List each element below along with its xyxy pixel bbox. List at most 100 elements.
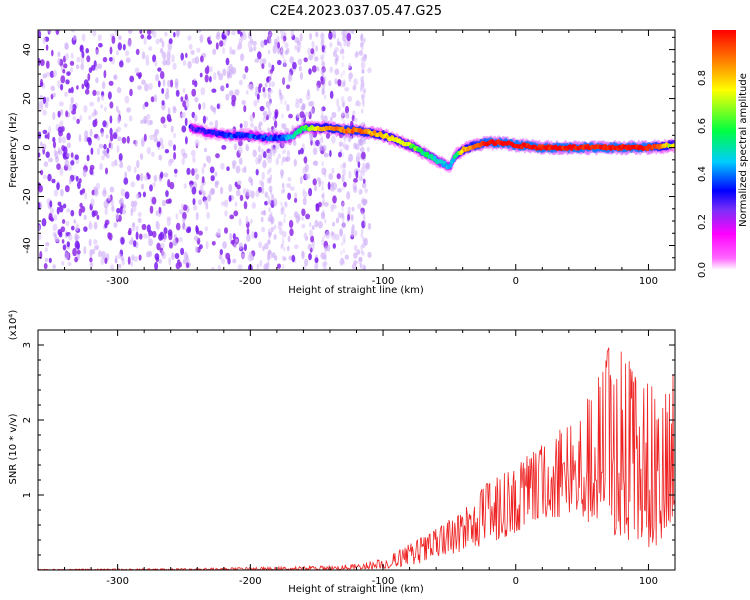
noise-blob	[138, 254, 142, 261]
noise-blob	[363, 88, 367, 94]
noise-blob	[68, 233, 73, 241]
noise-blob	[267, 200, 270, 205]
noise-blob	[342, 221, 345, 227]
noise-blob	[267, 250, 271, 256]
noise-blob	[75, 235, 79, 241]
noise-blob	[321, 240, 324, 246]
noise-blob	[120, 237, 125, 245]
noise-blob	[321, 33, 324, 39]
noise-blob	[144, 174, 148, 181]
noise-blob	[260, 40, 265, 48]
noise-blob	[367, 251, 372, 258]
noise-blob	[268, 77, 272, 83]
noise-blob	[142, 191, 146, 198]
noise-blob	[81, 33, 86, 42]
noise-blob	[342, 32, 346, 38]
noise-blob	[222, 47, 225, 54]
noise-blob	[268, 232, 271, 237]
noise-blob	[214, 119, 219, 128]
noise-blob	[320, 211, 326, 220]
noise-blob	[117, 42, 123, 51]
noise-blob	[140, 183, 145, 190]
noise-blob	[232, 258, 237, 264]
noise-blob	[200, 55, 204, 63]
noise-blob	[193, 204, 198, 211]
noise-blob	[148, 46, 153, 51]
noise-blob	[173, 152, 177, 160]
noise-blob	[115, 128, 119, 134]
noise-blob	[231, 94, 237, 103]
noise-blob	[110, 264, 115, 270]
noise-blob	[280, 201, 283, 207]
noise-blob	[133, 255, 138, 263]
noise-blob	[174, 253, 180, 259]
noise-blob	[204, 74, 209, 83]
noise-blob	[280, 244, 283, 250]
noise-blob	[314, 56, 319, 62]
noise-blob	[361, 267, 365, 270]
noise-blob	[79, 44, 84, 53]
noise-blob	[361, 210, 364, 216]
noise-blob	[323, 48, 327, 54]
noise-blob	[264, 191, 269, 198]
noise-blob	[323, 232, 327, 238]
noise-blob	[215, 153, 220, 159]
noise-blob	[221, 201, 226, 207]
noise-blob	[324, 168, 327, 174]
noise-blob	[284, 42, 289, 49]
noise-blob	[284, 62, 287, 68]
noise-blob	[218, 73, 224, 81]
noise-blob	[211, 106, 216, 113]
noise-blob	[253, 99, 258, 107]
noise-blob	[314, 219, 319, 228]
noise-blob	[219, 249, 223, 255]
noise-blob	[83, 226, 88, 232]
noise-blob	[301, 208, 306, 217]
noise-blob	[262, 160, 267, 169]
noise-blob	[361, 75, 364, 81]
noise-blob	[254, 58, 260, 63]
noise-blob	[44, 134, 48, 139]
noise-blob	[95, 182, 101, 190]
noise-blob	[361, 199, 365, 205]
noise-blob	[182, 152, 188, 159]
noise-blob	[322, 89, 325, 94]
noise-blob	[341, 111, 346, 117]
noise-blob	[274, 255, 278, 261]
noise-blob	[117, 253, 122, 259]
noise-blob	[57, 126, 63, 134]
noise-blob	[122, 43, 126, 51]
noise-blob	[360, 56, 364, 62]
noise-blob	[194, 56, 200, 64]
noise-blob	[42, 73, 48, 79]
noise-blob	[243, 165, 247, 174]
noise-blob	[243, 120, 249, 129]
noise-blob	[342, 185, 345, 191]
noise-blob	[60, 75, 66, 84]
noise-blob	[119, 60, 124, 68]
noise-blob	[299, 72, 303, 80]
noise-blob	[165, 58, 171, 66]
noise-blob	[50, 85, 55, 92]
noise-blob	[42, 109, 47, 116]
noise-blob	[65, 79, 70, 85]
noise-blob	[329, 90, 334, 99]
noise-blob	[237, 180, 242, 186]
noise-blob	[307, 47, 311, 56]
noise-blob	[100, 94, 105, 101]
noise-blob	[321, 38, 325, 44]
noise-blob	[283, 256, 287, 261]
y-tick-label: 20	[22, 92, 33, 105]
noise-blob	[172, 62, 177, 70]
noise-blob	[343, 260, 346, 266]
noise-blob	[182, 204, 188, 211]
noise-blob	[47, 173, 52, 182]
noise-blob	[290, 186, 295, 191]
noise-blob	[60, 226, 66, 233]
noise-blob	[154, 253, 160, 261]
noise-blob	[281, 53, 285, 59]
noise-blob	[169, 241, 173, 249]
noise-blob	[261, 171, 265, 180]
colorbar-tick-label: 0.4	[697, 166, 708, 182]
noise-blob	[243, 201, 248, 210]
